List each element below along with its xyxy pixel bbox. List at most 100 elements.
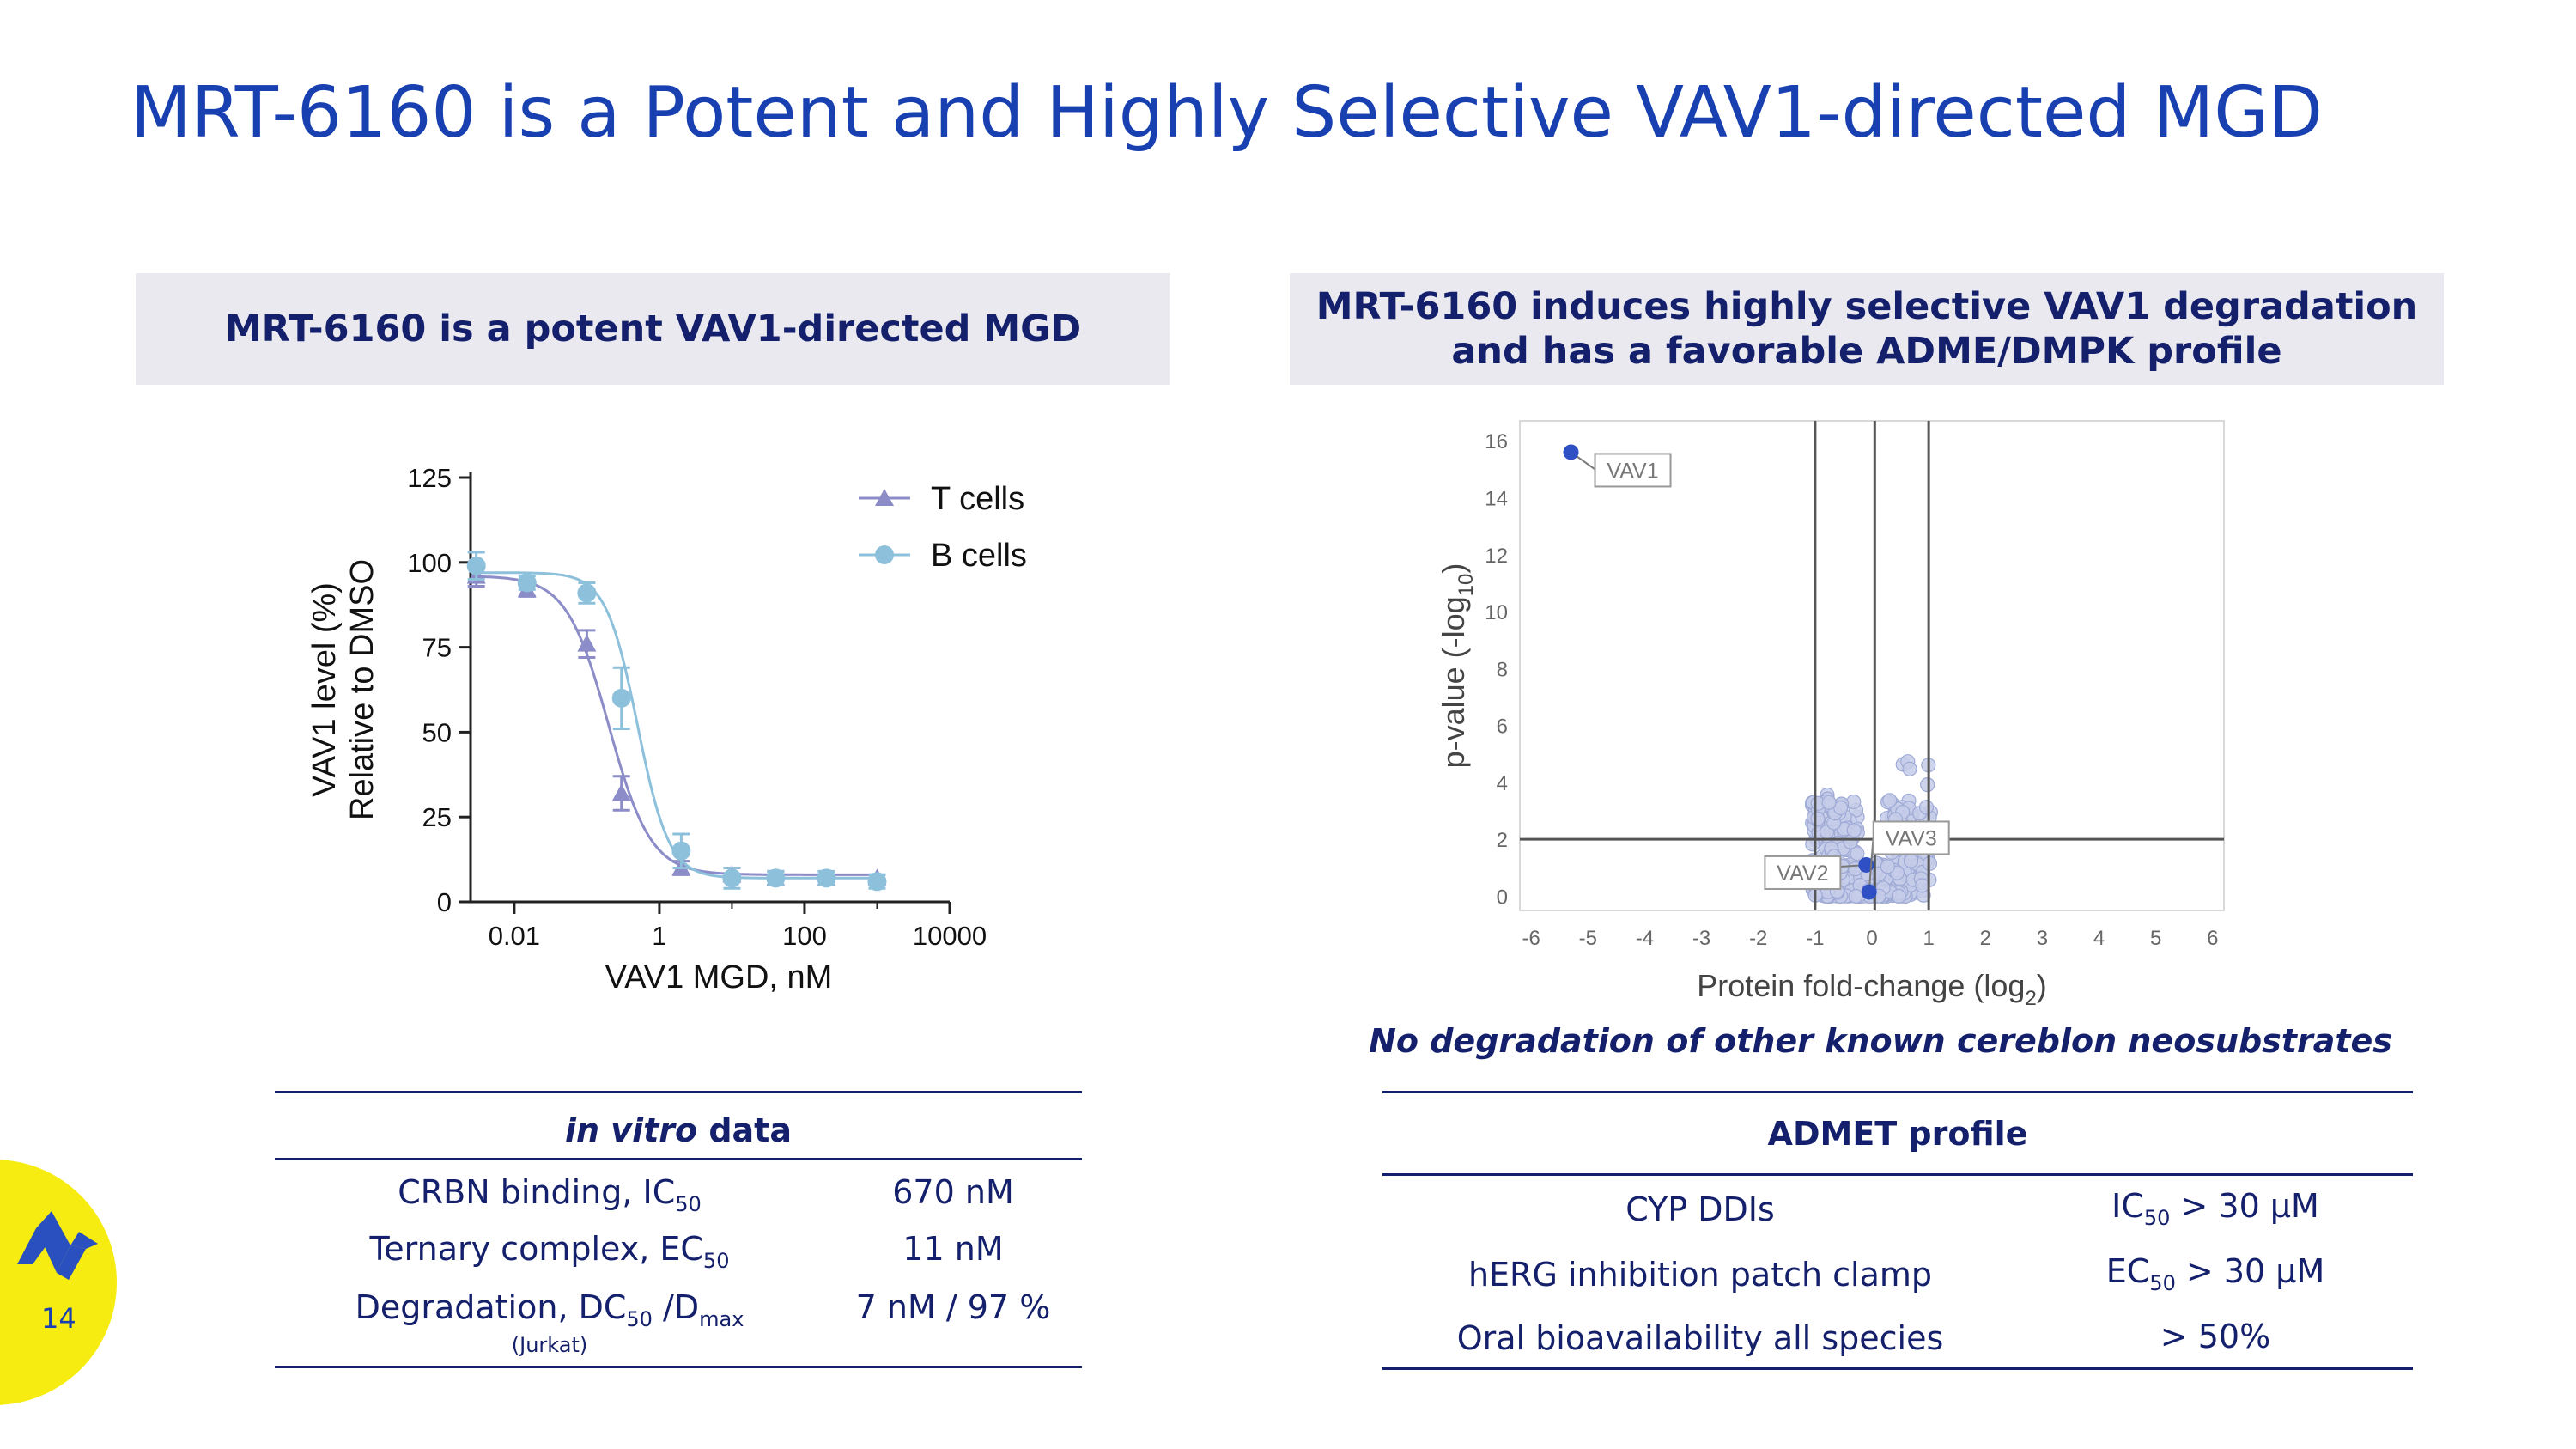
- y-axis-label-line1: VAV1 level (%): [307, 582, 343, 797]
- x-axis-label-sub: 2: [2025, 987, 2036, 1010]
- y-axis-label-sub: 10: [1455, 574, 1478, 597]
- x-axis-label-main: Protein fold-change (log: [1697, 968, 2025, 1003]
- y-tick-label: 14: [1485, 487, 1508, 510]
- yellow-circle-decoration: [0, 1160, 117, 1405]
- b-cells-data-point: [611, 688, 631, 708]
- x-tick-label: -5: [1579, 927, 1597, 950]
- table-row-label: CRBN binding, IC50: [398, 1173, 702, 1216]
- y-tick-label: 8: [1497, 658, 1508, 681]
- protein-point: [1891, 888, 1906, 904]
- y-tick-label: 6: [1497, 715, 1508, 739]
- table-row-value: 670 nM: [892, 1173, 1014, 1211]
- x-tick-label: -1: [1806, 927, 1824, 950]
- t-cells-fit-curve: [474, 575, 878, 876]
- protein-point: [1821, 795, 1837, 810]
- b-cells-fit-curve: [474, 571, 878, 880]
- table-row-value: IC50 > 30 μM: [2111, 1187, 2319, 1230]
- plot-frame: [1519, 420, 2225, 911]
- right-panel-heading: MRT-6160 induces highly selective VAV1 d…: [1290, 273, 2444, 385]
- y-tick-label: 75: [422, 633, 452, 663]
- x-tick-label: 6: [2207, 927, 2218, 950]
- highlight-point-vav3: [1861, 884, 1877, 900]
- table-row-value: > 50%: [2160, 1318, 2271, 1355]
- b-cells-data-point: [817, 868, 836, 888]
- in-vitro-header-rest: data: [697, 1111, 792, 1149]
- protein-point: [1915, 878, 1930, 893]
- protein-point: [1902, 761, 1917, 776]
- y-tick-label: 0: [437, 887, 452, 917]
- callout-box: [1872, 820, 1950, 855]
- table-row-label: hERG inhibition patch clamp: [1467, 1256, 1933, 1294]
- x-tick-label: -6: [1522, 927, 1540, 950]
- highlight-point-vav1: [1563, 444, 1579, 460]
- admet-table: ADMET profile CYP DDIs IC50 > 30 μM hERG…: [1382, 1091, 2413, 1374]
- table-row-value: 7 nM / 97 %: [855, 1288, 1051, 1326]
- b-cells-data-point: [867, 872, 887, 892]
- protein-point: [1850, 846, 1865, 861]
- legend-marker-b-cells: [875, 545, 894, 564]
- company-logo-icon: [17, 1211, 98, 1280]
- in-vitro-table-header: in vitro data: [275, 1111, 1082, 1149]
- left-panel-heading: MRT-6160 is a potent VAV1-directed MGD: [136, 273, 1170, 385]
- protein-point: [1918, 800, 1935, 815]
- legend-marker-t-cells: [875, 489, 894, 506]
- no-degradation-note: No degradation of other known cereblon n…: [1369, 1022, 2392, 1060]
- protein-point: [1903, 853, 1919, 868]
- jurkat-footnote: (Jurkat): [511, 1333, 588, 1357]
- callout-box: [1594, 453, 1672, 488]
- y-tick-label: 25: [422, 802, 452, 832]
- table-row-label: CYP DDIs: [1625, 1190, 1775, 1228]
- table-row-label: Oral bioavailability all species: [1456, 1319, 1944, 1357]
- b-cells-data-point: [671, 841, 691, 861]
- x-tick-label: 5: [2150, 927, 2161, 950]
- table-row-value: 11 nM: [902, 1230, 1004, 1268]
- y-tick-label: 12: [1485, 545, 1508, 568]
- in-vitro-table: in vitro data CRBN binding, IC50 670 nM …: [275, 1091, 1082, 1374]
- protein-point: [1880, 859, 1895, 874]
- y-axis-label-line2: Relative to DMSO: [344, 559, 380, 820]
- in-vitro-header-italic: in vitro: [564, 1111, 698, 1149]
- page-title: MRT-6160 is a Potent and Highly Selectiv…: [131, 72, 2323, 154]
- x-tick-label: -4: [1636, 927, 1654, 950]
- y-tick-label: 4: [1497, 772, 1508, 795]
- b-cells-data-point: [577, 583, 597, 603]
- left-panel-heading-text: MRT-6160 is a potent VAV1-directed MGD: [224, 307, 1082, 350]
- x-tick-label: 2: [1980, 927, 1991, 950]
- right-panel-heading-line2: and has a favorable ADME/DMPK profile: [1451, 330, 2282, 373]
- callout-box: [1764, 855, 1842, 890]
- b-cells-data-point: [722, 868, 742, 888]
- callout-label-vav2: VAV2: [1777, 861, 1828, 886]
- x-tick-label: 1: [652, 921, 666, 951]
- y-tick-label: 16: [1485, 430, 1508, 454]
- x-tick-label: 1: [1923, 927, 1934, 950]
- right-panel-heading-line1: MRT-6160 induces highly selective VAV1 d…: [1315, 285, 2418, 328]
- legend-label-b-cells: B cells: [931, 538, 1027, 574]
- t-cells-data-point: [577, 634, 597, 652]
- y-tick-label: 0: [1497, 886, 1508, 909]
- y-tick-label: 10: [1485, 601, 1508, 624]
- callout-label-vav3: VAV3: [1886, 826, 1937, 850]
- admet-table-header: ADMET profile: [1767, 1115, 2028, 1153]
- x-tick-label: 0.01: [489, 921, 540, 951]
- protein-point: [1810, 811, 1826, 826]
- x-tick-label: 4: [2093, 927, 2105, 950]
- b-cells-data-point: [517, 573, 537, 593]
- x-tick-label: 0: [1866, 927, 1877, 950]
- legend-label-t-cells: T cells: [931, 481, 1024, 517]
- x-axis-label: Protein fold-change (log2): [1697, 968, 2047, 1010]
- y-axis-label-end: ): [1436, 563, 1471, 574]
- y-axis-label-main: p-value (-log: [1436, 596, 1471, 768]
- t-cells-data-point: [611, 783, 631, 801]
- y-tick-label: 50: [422, 717, 452, 747]
- b-cells-data-point: [466, 556, 486, 575]
- x-axis-label-end: ): [2037, 968, 2047, 1003]
- y-tick-label: 2: [1497, 829, 1508, 852]
- table-row-label: Degradation, DC50 /Dmax: [355, 1288, 744, 1331]
- protein-point: [1846, 823, 1862, 838]
- y-tick-label: 100: [407, 548, 452, 578]
- table-row-value: EC50 > 30 μM: [2105, 1252, 2325, 1295]
- protein-point: [1882, 793, 1898, 808]
- page-number: 14: [41, 1302, 76, 1335]
- dose-response-chart: 0 25 50 75 100 125 0.01 1 100 10000 VAV1 MGD, nM VA…: [307, 463, 1027, 995]
